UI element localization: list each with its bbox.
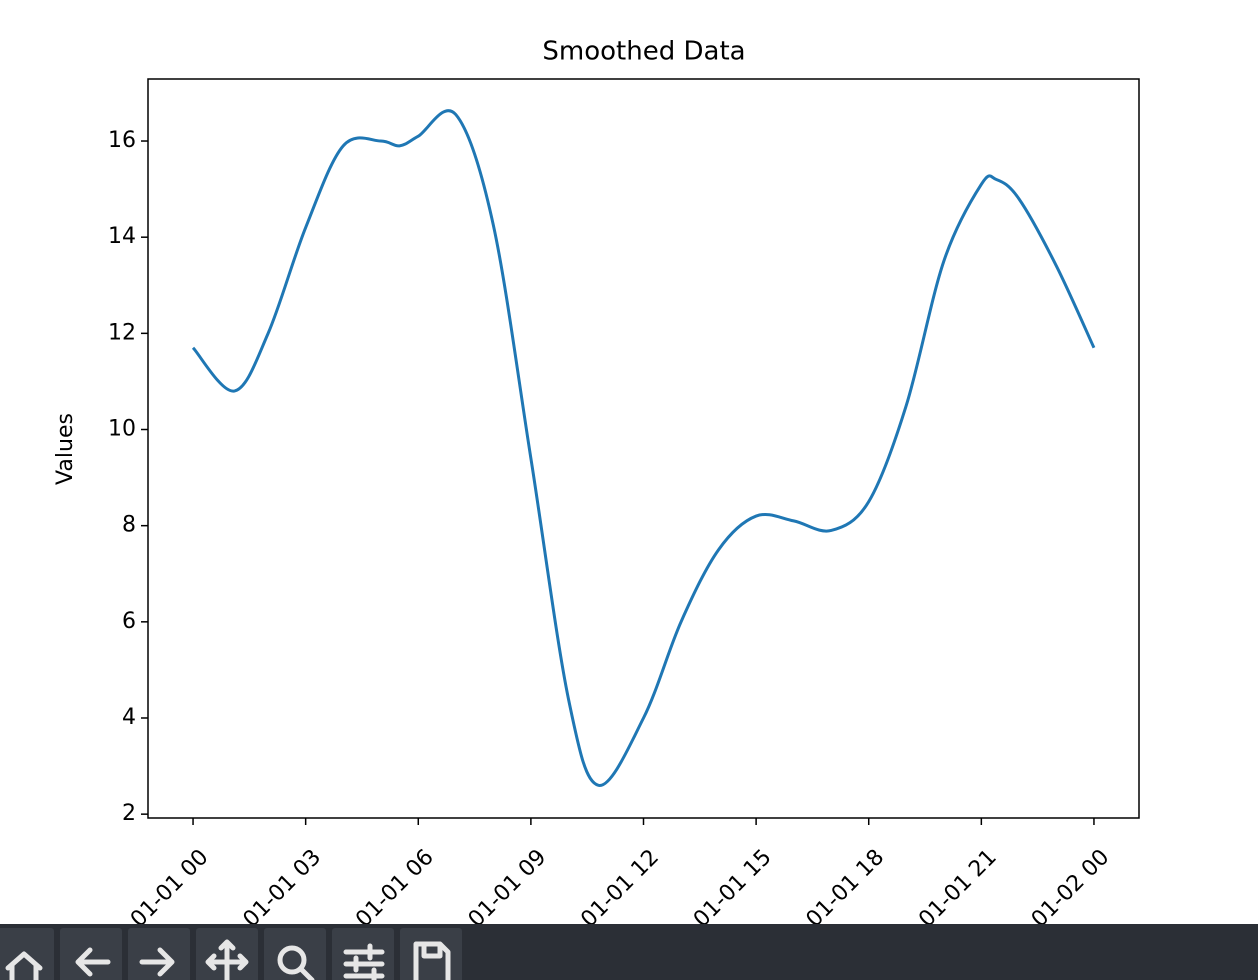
y-tick-label: 4	[122, 705, 136, 730]
home-icon	[5, 951, 43, 980]
y-tick-label: 14	[108, 224, 136, 249]
y-tick-label: 6	[122, 609, 136, 634]
y-tick-label: 12	[108, 320, 136, 345]
forward-icon	[139, 947, 175, 977]
toolbar	[0, 924, 1258, 980]
zoom-icon	[277, 945, 307, 975]
configure-icon	[343, 943, 385, 980]
y-axis-label: Values	[53, 413, 78, 485]
line	[191, 109, 1096, 787]
save-icon	[413, 941, 451, 980]
forward-button[interactable]	[128, 928, 190, 980]
y-tick-label: 2	[122, 801, 136, 826]
y-tick-label: 16	[108, 128, 136, 153]
pan-icon	[205, 939, 249, 980]
y-tick-label: 8	[122, 513, 136, 538]
back-button[interactable]	[60, 928, 122, 980]
zoom-handle	[298, 966, 315, 980]
back-icon	[75, 947, 111, 977]
chart-title: Smoothed Data	[542, 37, 745, 67]
y-tick-label: 10	[108, 417, 136, 442]
